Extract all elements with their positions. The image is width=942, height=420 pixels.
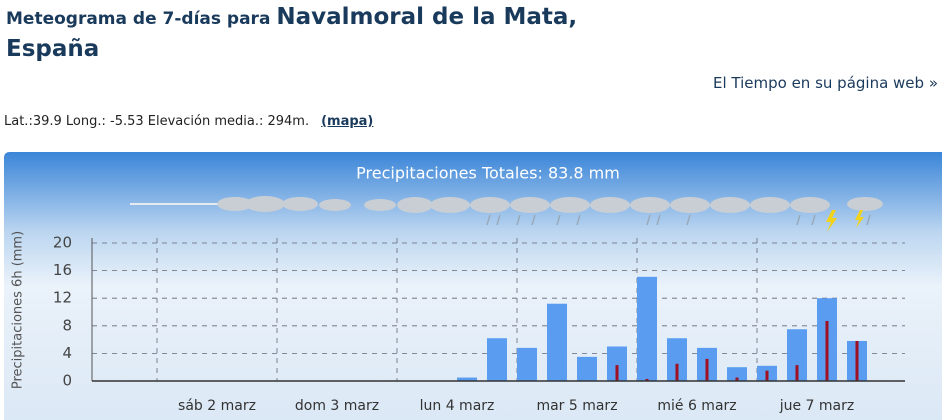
country: España xyxy=(6,36,100,62)
x-tick-label: lun 4 marz xyxy=(420,398,495,414)
cloud xyxy=(847,197,883,211)
cloud xyxy=(630,197,670,213)
x-tick-label: sáb 2 marz xyxy=(178,398,256,414)
bar xyxy=(787,329,807,381)
y-tick-label: 0 xyxy=(62,372,72,390)
cloud xyxy=(470,197,510,213)
bar xyxy=(735,377,739,381)
bar xyxy=(457,377,477,381)
x-tick-label: mié 6 marz xyxy=(657,398,736,414)
x-tick-label: mar 5 marz xyxy=(536,398,617,414)
cloud xyxy=(217,197,253,211)
bar xyxy=(517,347,537,381)
x-tick-label: dom 3 marz xyxy=(295,398,379,414)
cloud xyxy=(710,197,750,213)
bar xyxy=(547,303,567,381)
x-tick-label: jue 7 marz xyxy=(779,398,855,414)
bar xyxy=(727,367,747,381)
cloud xyxy=(245,196,285,212)
coordinates: Lat.:39.9 Long.: -5.53 Elevación media.:… xyxy=(4,114,310,129)
cloud xyxy=(397,197,433,213)
bar xyxy=(667,338,687,381)
bar xyxy=(675,363,679,381)
cloud xyxy=(430,197,470,213)
y-tick-label: 16 xyxy=(53,261,72,279)
cloud xyxy=(750,197,790,213)
y-tick-label: 12 xyxy=(53,289,72,307)
location: Navalmoral de la Mata, xyxy=(276,4,578,30)
heading-prefix: Meteograma de 7-días para xyxy=(6,9,271,29)
cloud xyxy=(282,197,318,211)
bar xyxy=(765,370,769,381)
haze xyxy=(130,203,220,205)
y-tick-label: 20 xyxy=(53,234,72,252)
lightning xyxy=(826,210,864,232)
heading: Meteograma de 7-días para Navalmoral de … xyxy=(6,2,577,66)
cloud xyxy=(670,197,710,213)
bar xyxy=(855,340,859,381)
chart-title: Precipitaciones Totales: 83.8 mm xyxy=(356,164,620,183)
cloud xyxy=(319,199,351,211)
bar xyxy=(637,276,657,381)
location-info: Lat.:39.9 Long.: -5.53 Elevación media.:… xyxy=(4,114,373,129)
bar xyxy=(705,358,709,381)
cloud xyxy=(790,197,830,213)
cloud xyxy=(364,199,396,211)
bar xyxy=(615,365,619,381)
y-axis-label: Precipitaciones 6h (mm) xyxy=(11,231,26,389)
cloud xyxy=(590,197,630,213)
bar xyxy=(825,320,829,381)
y-tick-label: 4 xyxy=(62,344,72,362)
bar xyxy=(645,378,649,381)
bar xyxy=(607,346,627,381)
bar xyxy=(487,338,507,381)
map-link[interactable]: (mapa) xyxy=(321,114,374,129)
y-tick-label: 8 xyxy=(62,316,72,334)
bar xyxy=(795,365,799,381)
rain xyxy=(486,214,871,226)
cloud xyxy=(550,197,590,213)
bar xyxy=(577,356,597,381)
clouds xyxy=(130,196,883,232)
widget-link[interactable]: El Tiempo en su página web » xyxy=(712,74,938,92)
cloud xyxy=(510,197,550,213)
